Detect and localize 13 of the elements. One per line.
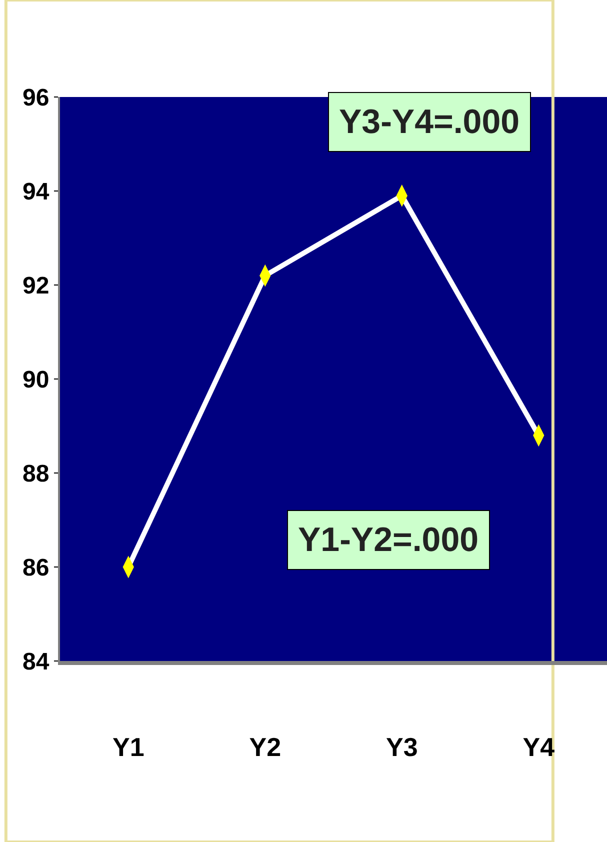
y-tick-label: 86 [22, 554, 50, 582]
x-tick-label: Y1 [112, 732, 144, 762]
y-tick-label: 84 [22, 648, 50, 676]
y-tick-label: 88 [22, 460, 50, 488]
annotation: Y3-Y4=.000 [339, 103, 520, 141]
x-tick-label: Y2 [249, 732, 282, 762]
annotation: Y1-Y2=.000 [298, 521, 479, 559]
y-tick-label: 94 [22, 178, 50, 206]
y-tick-label: 90 [22, 366, 50, 394]
x-tick-label: Y4 [522, 732, 556, 762]
x-tick-label: Y3 [386, 732, 418, 762]
y-tick-label: 96 [22, 84, 50, 112]
y-tick-label: 92 [22, 272, 50, 300]
